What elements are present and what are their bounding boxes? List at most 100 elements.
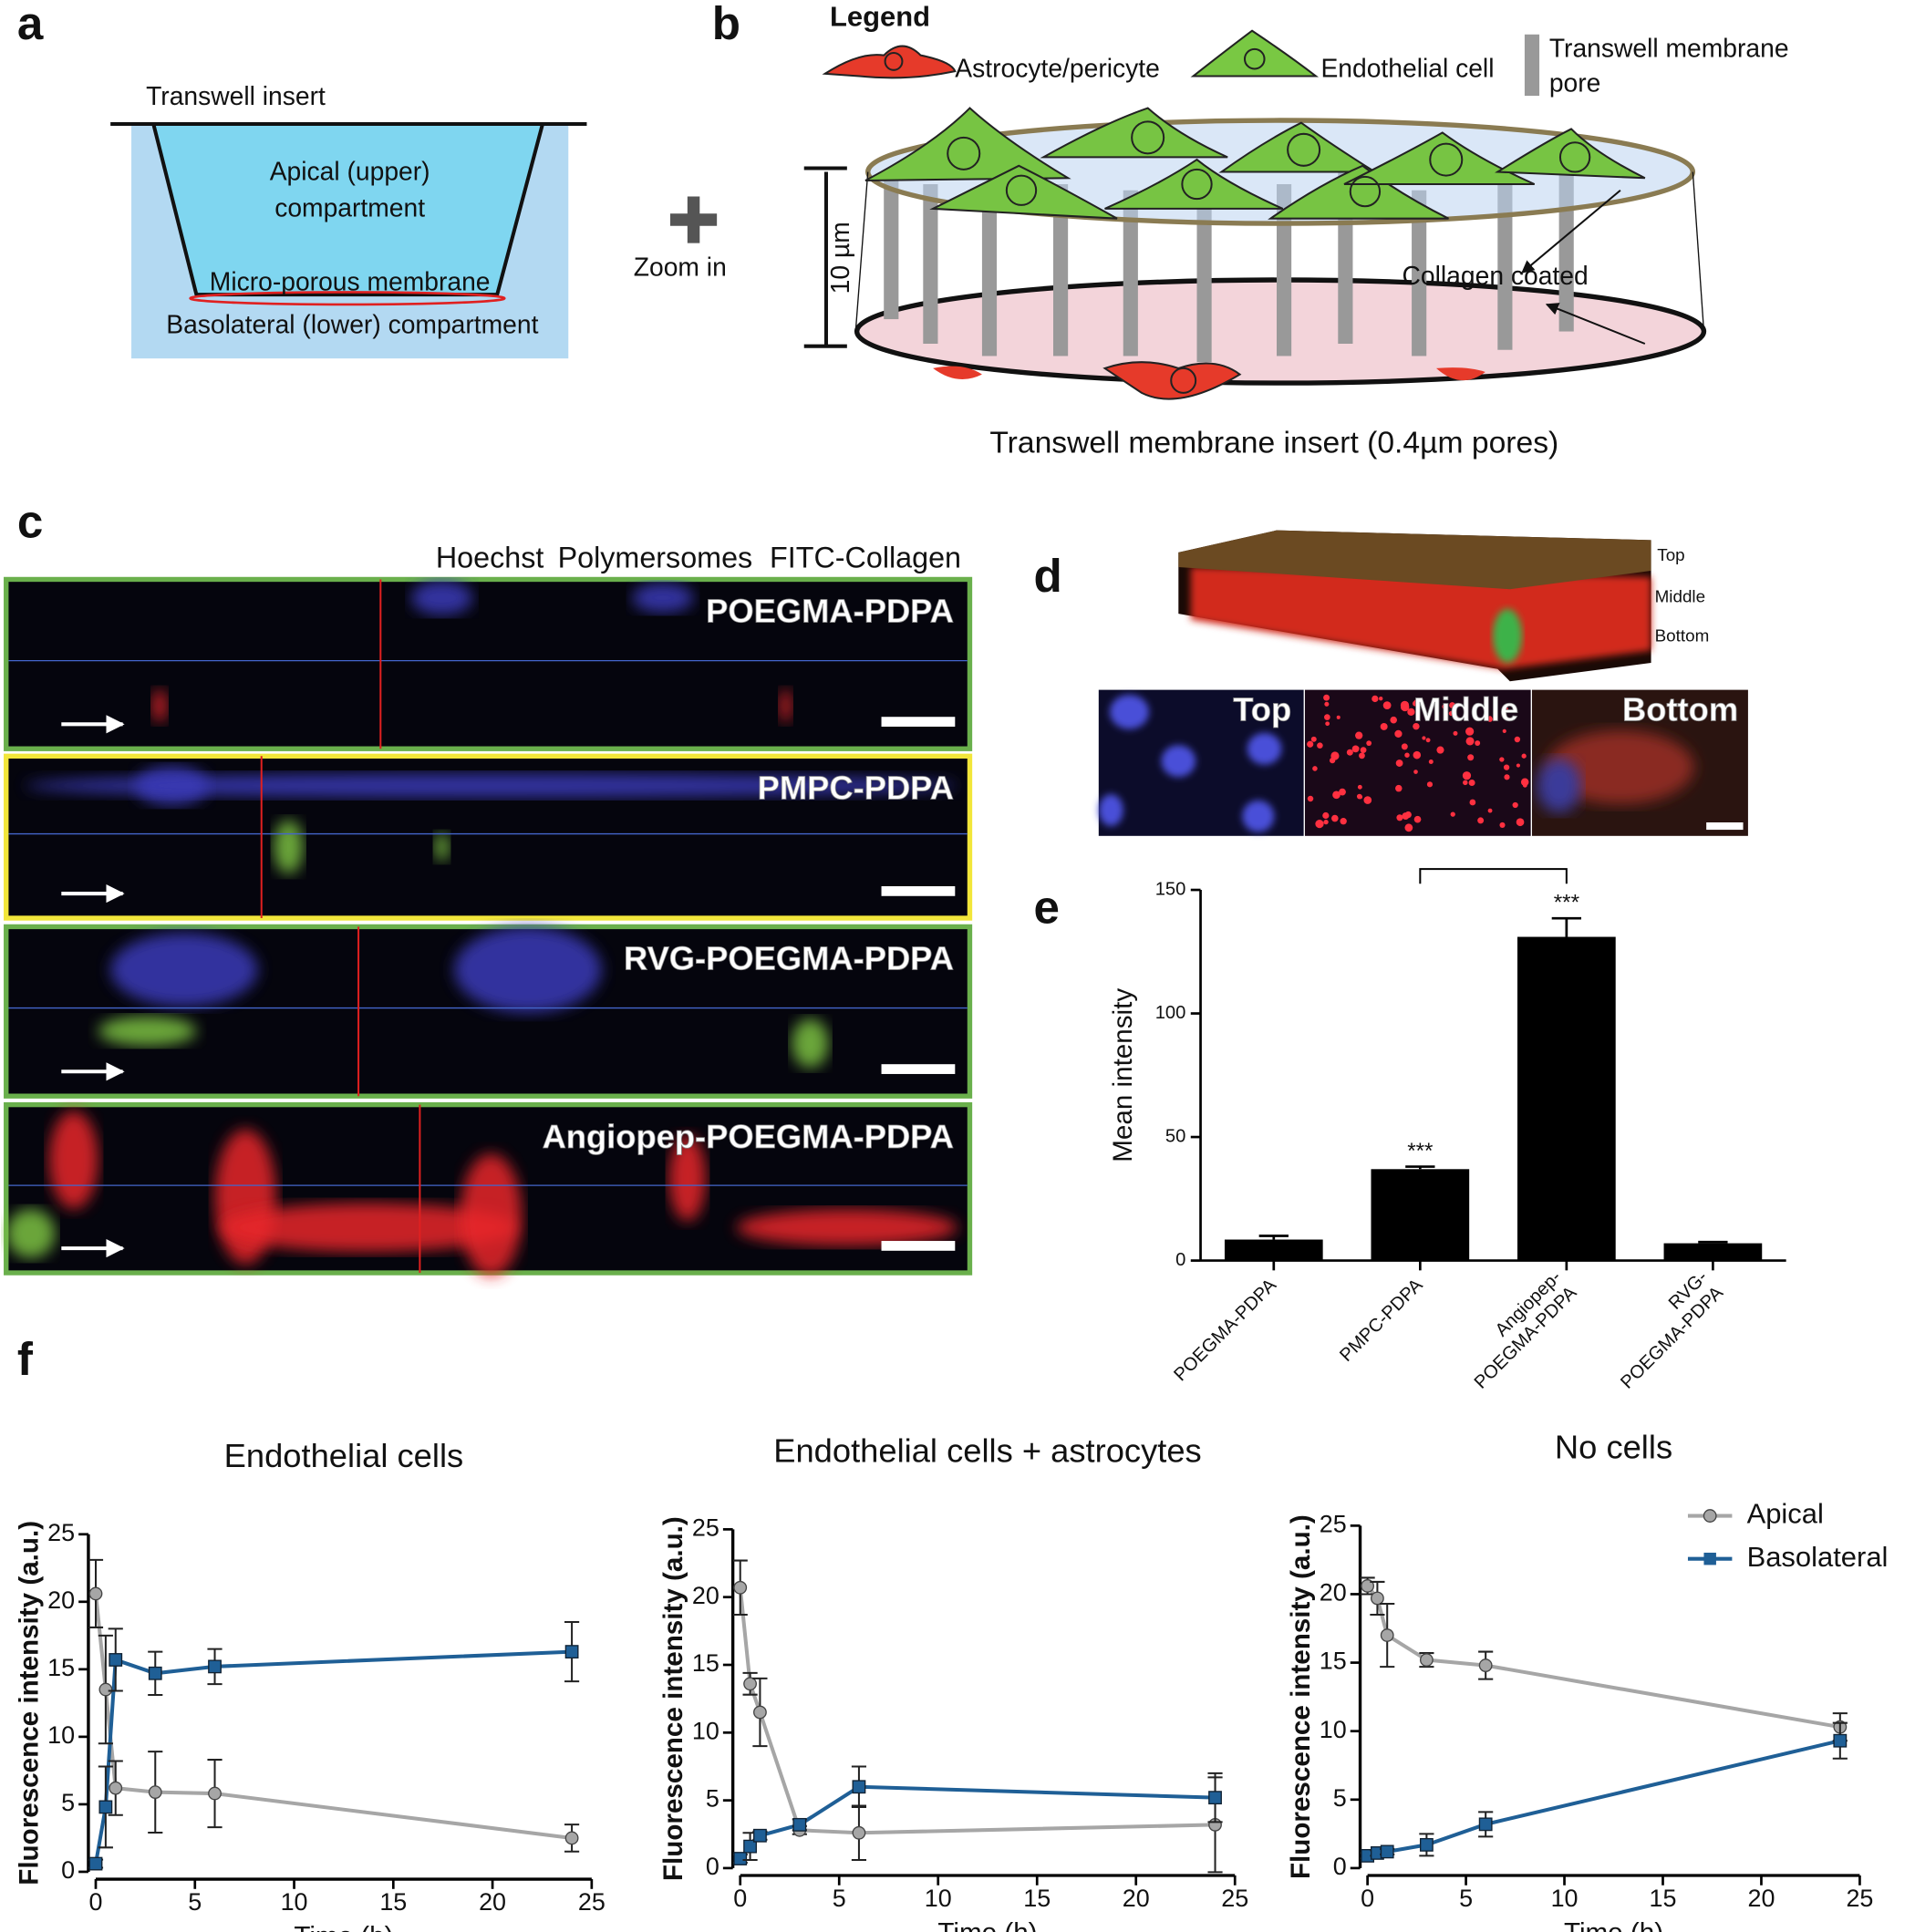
nucleus: [1243, 47, 1266, 70]
dot: [1401, 743, 1408, 750]
dot: [1323, 819, 1329, 825]
x-tick-label: 25: [578, 1888, 606, 1916]
polymersome-dots: [1307, 694, 1529, 832]
level-label: Top: [1657, 545, 1684, 564]
x-tick-label: Angiopep-POEGMA-PDPA: [1455, 1267, 1581, 1393]
chart-title: Endothelial cells + astrocytes: [773, 1432, 1201, 1470]
dot: [1521, 753, 1527, 759]
arrow: [1545, 303, 1646, 345]
dot: [1413, 750, 1422, 759]
y-tick-label: 20: [1320, 1579, 1347, 1607]
x-tick-label: PMPC-PDPA: [1336, 1275, 1427, 1366]
marker: [1419, 1653, 1434, 1667]
marker: [852, 1825, 866, 1840]
stain: [779, 688, 792, 723]
x-axis-label: Time (h): [1564, 1917, 1663, 1932]
level-label: Bottom: [1655, 626, 1710, 646]
label: Apical (upper): [270, 156, 430, 185]
stain: [460, 1153, 523, 1277]
nucleus: [884, 51, 904, 71]
chart-title: Endothelial cells: [224, 1437, 464, 1474]
dot: [1332, 790, 1340, 800]
label: Transwell insert: [146, 81, 326, 110]
dot: [1442, 703, 1448, 710]
stain: [98, 1016, 197, 1046]
dot: [1329, 757, 1336, 764]
volume-render: [1492, 608, 1523, 663]
astrocyte: [933, 366, 982, 380]
dot: [1396, 814, 1403, 821]
dot: [1486, 716, 1493, 722]
y-tick-label: 5: [1333, 1784, 1347, 1812]
dot: [1436, 746, 1444, 754]
legend-title: Legend: [830, 0, 930, 32]
dot: [1426, 781, 1434, 788]
dot: [1503, 764, 1510, 770]
nuclei: [947, 120, 1591, 208]
dot: [1413, 770, 1418, 774]
dot: [1379, 696, 1383, 701]
dot: [1360, 747, 1367, 754]
x-tick-label: 10: [925, 1885, 952, 1912]
x-tick-label: 5: [833, 1885, 846, 1912]
y-tick-label: 5: [61, 1789, 75, 1816]
series-line: [1366, 1585, 1841, 1730]
legend-marker: [1703, 1552, 1716, 1565]
y-tick-label: 20: [47, 1586, 75, 1614]
marker: [88, 1586, 103, 1601]
dot: [1325, 721, 1330, 727]
bar: [1224, 1239, 1323, 1261]
side: [1692, 171, 1705, 332]
marker: [753, 1828, 767, 1843]
micrograph: [4, 576, 973, 751]
x-tick-label: 15: [379, 1888, 407, 1916]
dot: [1502, 728, 1506, 733]
annotation: ***: [1554, 890, 1580, 914]
x-tick-label: 0: [1361, 1885, 1374, 1912]
y-axis-label: Fluorescence intensity (a.u.): [1286, 1514, 1316, 1879]
x-tick-label: 25: [1846, 1885, 1873, 1912]
dot: [1404, 752, 1410, 758]
dot: [1363, 796, 1372, 804]
dot: [1504, 774, 1510, 780]
x-tick-label: RVG-POEGMA-PDPA: [1601, 1267, 1727, 1393]
stain: [792, 1018, 829, 1069]
endothelial-cells: [864, 107, 1646, 220]
marker: [792, 1817, 807, 1832]
dot: [1449, 702, 1455, 708]
dot: [1407, 708, 1415, 717]
dot: [1355, 731, 1363, 739]
marker: [88, 1856, 103, 1871]
legend-label: Apical: [1747, 1498, 1824, 1530]
x-tick-label: 20: [1123, 1885, 1150, 1912]
dot: [1469, 799, 1476, 806]
dot: [1346, 749, 1353, 756]
marker: [98, 1800, 113, 1814]
series-line: [93, 1593, 573, 1840]
volume-render: [1178, 530, 1651, 590]
bar: [1663, 1243, 1763, 1261]
marker: [148, 1666, 162, 1680]
dot: [1454, 715, 1459, 720]
y-axis-label: Mean intensity: [1108, 988, 1138, 1162]
stain: [151, 688, 168, 723]
scale-bar: [881, 886, 956, 896]
dot: [1463, 780, 1468, 786]
y-tick-label: 10: [47, 1721, 75, 1749]
y-tick-label: 10: [1320, 1716, 1347, 1743]
dot: [1520, 778, 1529, 787]
dot: [1336, 715, 1340, 719]
dot: [1357, 784, 1362, 790]
error-bar: [1698, 1240, 1728, 1244]
marker: [1380, 1628, 1394, 1642]
marker: [564, 1831, 579, 1845]
y-tick-label: 150: [1155, 879, 1186, 899]
marker: [148, 1785, 162, 1799]
dot: [1499, 757, 1505, 762]
error-bar: [1258, 1235, 1289, 1240]
dot: [1422, 736, 1426, 740]
dot: [1453, 730, 1458, 736]
label: Collagen coated: [1403, 261, 1589, 290]
